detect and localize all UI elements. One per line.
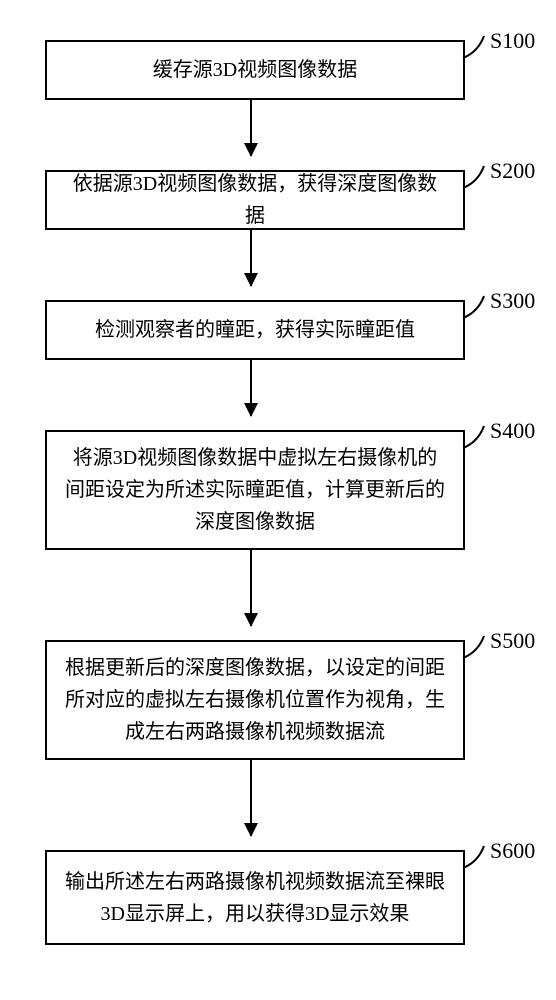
step-s500-text: 根据更新后的深度图像数据，以设定的间距所对应的虚拟左右摄像机位置作为视角，生成左…	[65, 652, 445, 748]
label-s200: S200	[490, 158, 535, 184]
step-s600: 输出所述左右两路摄像机视频数据流至裸眼3D显示屏上，用以获得3D显示效果	[45, 850, 465, 945]
step-s400-text: 将源3D视频图像数据中虚拟左右摄像机的间距设定为所述实际瞳距值，计算更新后的深度…	[65, 442, 445, 538]
step-s600-text: 输出所述左右两路摄像机视频数据流至裸眼3D显示屏上，用以获得3D显示效果	[65, 866, 445, 930]
arrow-s300-s400	[250, 360, 252, 430]
step-s200-text: 依据源3D视频图像数据，获得深度图像数据	[65, 168, 445, 232]
step-s300: 检测观察者的瞳距，获得实际瞳距值	[45, 300, 465, 360]
label-s400: S400	[490, 418, 535, 444]
step-s100-text: 缓存源3D视频图像数据	[153, 54, 357, 86]
step-s300-text: 检测观察者的瞳距，获得实际瞳距值	[95, 314, 415, 346]
step-s100: 缓存源3D视频图像数据	[45, 40, 465, 100]
step-s400: 将源3D视频图像数据中虚拟左右摄像机的间距设定为所述实际瞳距值，计算更新后的深度…	[45, 430, 465, 550]
arrow-s500-s600	[250, 760, 252, 850]
step-s500: 根据更新后的深度图像数据，以设定的间距所对应的虚拟左右摄像机位置作为视角，生成左…	[45, 640, 465, 760]
flowchart-canvas: 缓存源3D视频图像数据 S100 依据源3D视频图像数据，获得深度图像数据 S2…	[0, 0, 556, 1000]
arrow-s400-s500	[250, 550, 252, 640]
label-s600: S600	[490, 838, 535, 864]
label-s300: S300	[490, 288, 535, 314]
label-s500: S500	[490, 628, 535, 654]
step-s200: 依据源3D视频图像数据，获得深度图像数据	[45, 170, 465, 230]
arrow-s100-s200	[250, 100, 252, 170]
label-s100: S100	[490, 28, 535, 54]
arrow-s200-s300	[250, 230, 252, 300]
